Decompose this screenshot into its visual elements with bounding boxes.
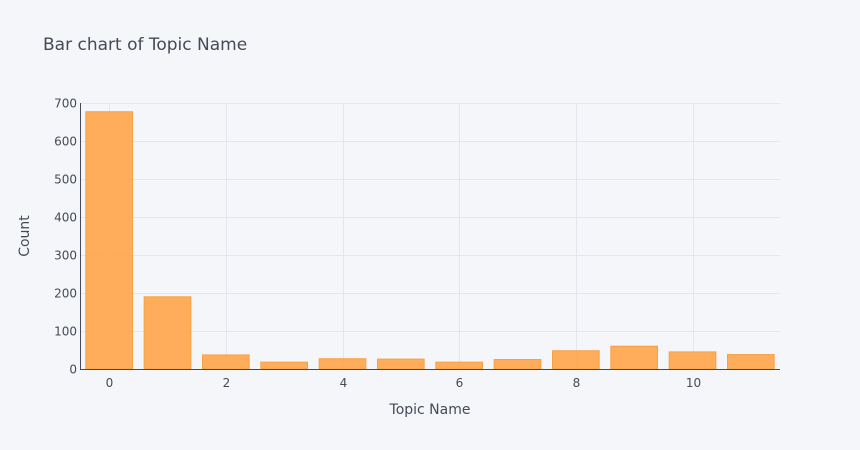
chart-title: Bar chart of Topic Name	[43, 35, 247, 55]
bar[interactable]	[143, 296, 192, 370]
bar[interactable]	[493, 359, 542, 370]
bar[interactable]	[202, 354, 250, 370]
y-tick-label: 700	[54, 97, 77, 111]
bar[interactable]	[610, 345, 658, 370]
bar[interactable]	[435, 361, 484, 370]
bars-layer	[85, 111, 775, 370]
y-tick-label: 600	[54, 135, 77, 149]
x-tick-labels: 0 2 4 6 8 10	[106, 376, 701, 390]
bar[interactable]	[318, 358, 367, 370]
y-tick-label: 100	[54, 325, 77, 339]
y-tick-label: 500	[54, 173, 77, 187]
bar[interactable]	[727, 354, 775, 370]
y-tick-label: 200	[54, 287, 77, 301]
x-tick-label: 8	[573, 376, 581, 390]
y-tick-labels: 0 100 200 300 400 500 600 700	[54, 97, 77, 377]
y-tick-label: 300	[54, 249, 77, 263]
y-tick-label: 400	[54, 211, 77, 225]
x-tick-label: 6	[456, 376, 464, 390]
bar[interactable]	[85, 111, 134, 370]
x-tick-label: 0	[106, 376, 114, 390]
x-tick-label: 4	[340, 376, 348, 390]
x-axis-title: Topic Name	[389, 402, 471, 418]
x-tick-label: 2	[223, 376, 231, 390]
y-axis-title: Count	[17, 215, 33, 257]
bar[interactable]	[668, 351, 717, 370]
axes-layer	[80, 103, 780, 370]
bar[interactable]	[260, 361, 309, 370]
y-tick-label: 0	[69, 363, 77, 377]
bar[interactable]	[377, 358, 425, 370]
x-tick-label: 10	[686, 376, 701, 390]
grid-layer	[80, 103, 780, 369]
bar[interactable]	[552, 350, 600, 370]
